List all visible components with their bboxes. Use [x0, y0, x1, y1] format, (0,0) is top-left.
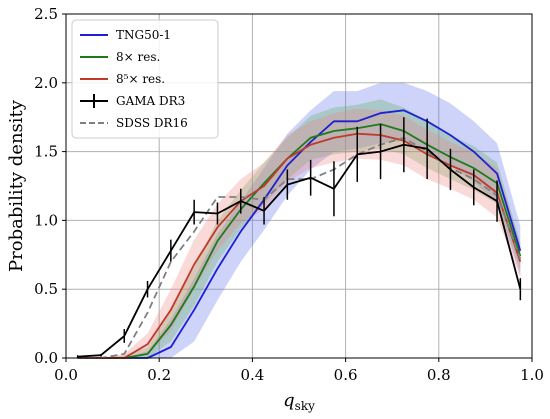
y-axis-label: Probability density: [6, 99, 27, 272]
legend-label: 8× res.: [116, 50, 160, 64]
x-tick-label: 0.0: [54, 366, 78, 384]
y-tick-label: 0.0: [34, 349, 58, 367]
x-axis-label-main: q: [283, 390, 295, 411]
y-tick-label: 1.5: [34, 143, 58, 161]
errorbar-points: [76, 117, 522, 358]
legend-label: GAMA DR3: [116, 94, 185, 108]
band-0: [77, 82, 521, 359]
x-tick-label: 1.0: [520, 366, 544, 384]
y-tick-label: 1.0: [34, 211, 58, 229]
x-tick-label: 0.4: [240, 366, 264, 384]
band-2: [77, 108, 521, 359]
x-tick-label: 0.6: [334, 366, 358, 384]
series-line-1: [77, 123, 522, 359]
band-1: [77, 99, 521, 359]
legend-label: SDSS DR16: [116, 116, 188, 130]
plot-frame: [65, 13, 533, 359]
axis-ticks: 0.0 0.2 0.4 0.6 0.8 1.0 0.0 0.5 1.0 1.5 2.0 2.5: [34, 5, 544, 384]
series-line-3: [77, 143, 522, 358]
y-tick-label: 2.0: [34, 74, 58, 92]
legend-label: TNG50-1: [116, 28, 171, 42]
legend: TNG50-1 8× res. 8⁵× res. GAMA DR3 SDSS DR16: [71, 19, 219, 139]
x-tick-label: 0.8: [427, 366, 451, 384]
y-tick-label: 0.5: [34, 280, 58, 298]
series-line-2: [77, 132, 522, 359]
legend-box: [71, 19, 219, 139]
x-axis-label: qsky: [283, 390, 315, 413]
series-line-0: [77, 109, 522, 359]
y-tick-label: 2.5: [34, 5, 58, 23]
x-tick-label: 0.2: [147, 366, 171, 384]
x-axis-label-sub: sky: [295, 399, 315, 413]
legend-label: 8⁵× res.: [116, 72, 165, 86]
